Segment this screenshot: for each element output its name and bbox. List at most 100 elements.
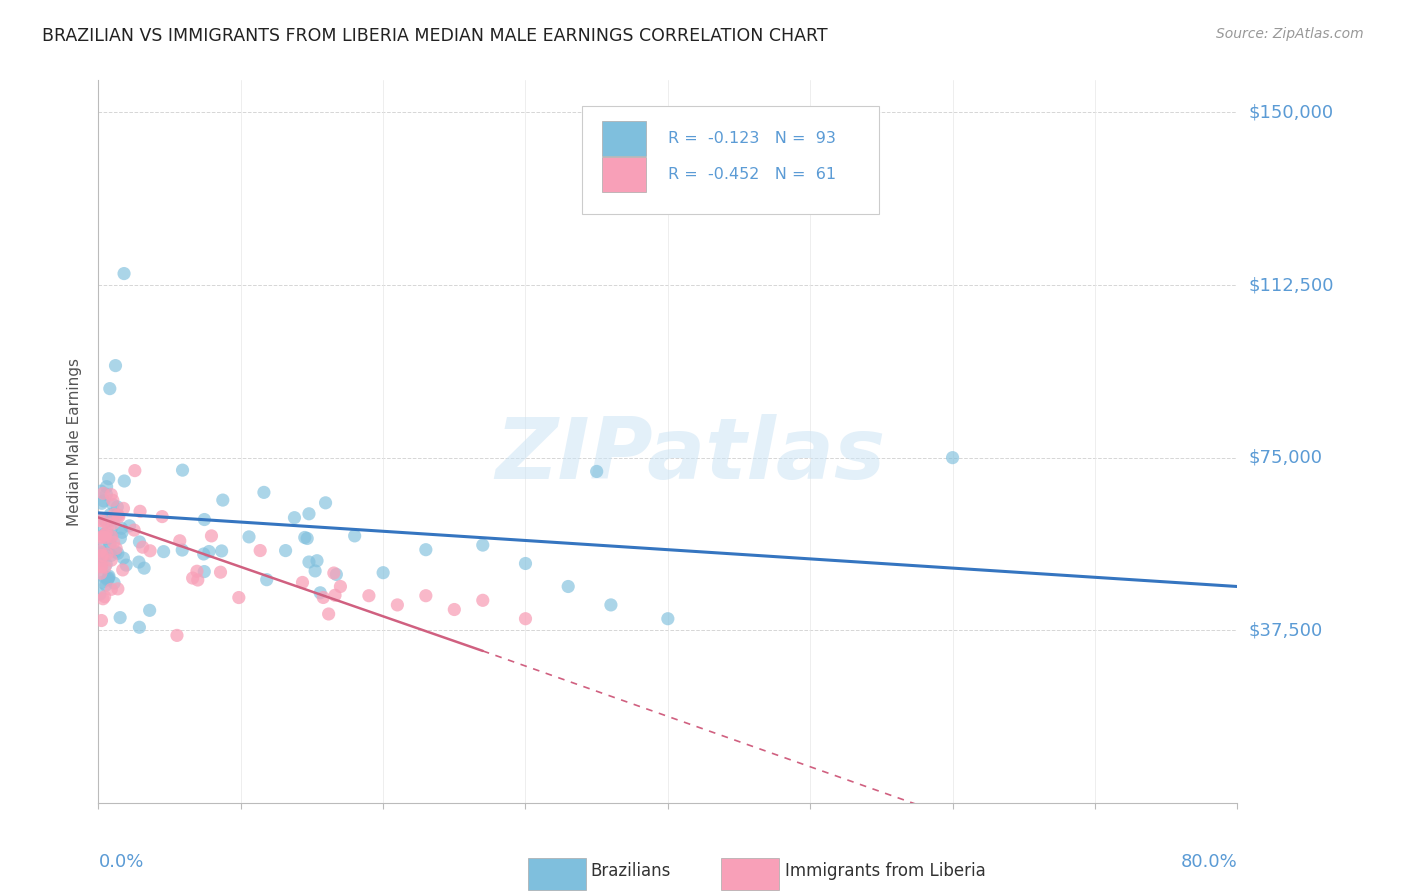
Point <box>134 561 156 575</box>
Point <box>100 549 122 563</box>
Point <box>128 535 150 549</box>
Point <box>471 538 494 552</box>
Point <box>315 496 337 510</box>
Point <box>98 382 121 396</box>
Point <box>322 566 344 580</box>
Point <box>94 528 117 542</box>
Text: $75,000: $75,000 <box>1249 449 1323 467</box>
Text: R =  -0.452   N =  61: R = -0.452 N = 61 <box>668 167 837 182</box>
FancyBboxPatch shape <box>527 858 586 889</box>
Point <box>298 507 321 521</box>
Point <box>312 591 335 605</box>
Point <box>172 543 194 558</box>
Point <box>97 571 120 585</box>
Point <box>357 589 380 603</box>
Point <box>228 591 250 605</box>
Point <box>93 570 115 584</box>
Point <box>100 487 122 501</box>
Point <box>104 359 127 373</box>
Point <box>97 569 120 583</box>
Point <box>585 465 607 479</box>
Point <box>91 591 114 606</box>
Point <box>129 504 152 518</box>
Point <box>97 571 120 585</box>
Point <box>90 614 112 628</box>
Point <box>96 525 118 540</box>
Point <box>90 496 112 510</box>
Point <box>93 494 115 508</box>
Point <box>387 598 409 612</box>
Point <box>283 510 305 524</box>
Point <box>97 511 120 525</box>
Point <box>93 590 115 604</box>
Point <box>107 546 129 560</box>
Point <box>107 508 129 523</box>
Point <box>181 571 204 585</box>
Point <box>97 528 120 542</box>
Point <box>105 508 128 522</box>
Point <box>150 509 173 524</box>
Point <box>90 484 112 499</box>
Point <box>112 474 135 488</box>
FancyBboxPatch shape <box>721 858 779 889</box>
Point <box>98 537 121 551</box>
Point <box>111 525 134 540</box>
Point <box>96 487 118 501</box>
Point <box>373 566 395 580</box>
Text: Brazilians: Brazilians <box>591 863 671 880</box>
Point <box>100 582 122 597</box>
Point <box>138 603 160 617</box>
Point <box>89 587 111 601</box>
Point <box>100 522 122 536</box>
Point <box>103 535 125 549</box>
Point <box>96 480 118 494</box>
Point <box>415 589 437 603</box>
Point <box>98 508 121 522</box>
Point <box>97 517 120 532</box>
Point <box>657 612 679 626</box>
Point <box>91 575 114 590</box>
Point <box>89 544 111 558</box>
Point <box>443 602 465 616</box>
Point <box>101 498 124 512</box>
Point <box>295 532 318 546</box>
Point <box>101 493 124 508</box>
Point <box>110 521 132 535</box>
Point <box>91 530 114 544</box>
Point <box>211 493 233 508</box>
Point <box>198 544 221 558</box>
Point <box>96 558 118 572</box>
Point <box>309 586 332 600</box>
Point <box>256 573 278 587</box>
Point <box>105 500 128 514</box>
Point <box>110 531 132 545</box>
Point <box>101 513 124 527</box>
Text: $150,000: $150,000 <box>1249 103 1333 121</box>
Point <box>415 542 437 557</box>
Point <box>112 267 135 281</box>
Point <box>100 529 122 543</box>
Point <box>471 593 494 607</box>
Point <box>100 553 122 567</box>
Point <box>291 575 314 590</box>
Point <box>96 532 118 546</box>
Point <box>103 576 125 591</box>
Point <box>89 531 111 545</box>
Point <box>111 563 134 577</box>
Point <box>274 543 297 558</box>
Point <box>600 598 623 612</box>
Point <box>100 529 122 543</box>
Point <box>105 541 128 556</box>
Point <box>329 580 352 594</box>
Point <box>90 566 112 581</box>
Text: 80.0%: 80.0% <box>1181 854 1237 871</box>
Point <box>318 607 340 621</box>
Text: R =  -0.123   N =  93: R = -0.123 N = 93 <box>668 131 835 146</box>
Point <box>112 551 135 566</box>
Point <box>104 545 127 559</box>
Point <box>294 531 316 545</box>
Point <box>108 610 131 624</box>
Point <box>186 564 208 578</box>
Point <box>304 564 326 578</box>
Point <box>97 472 120 486</box>
